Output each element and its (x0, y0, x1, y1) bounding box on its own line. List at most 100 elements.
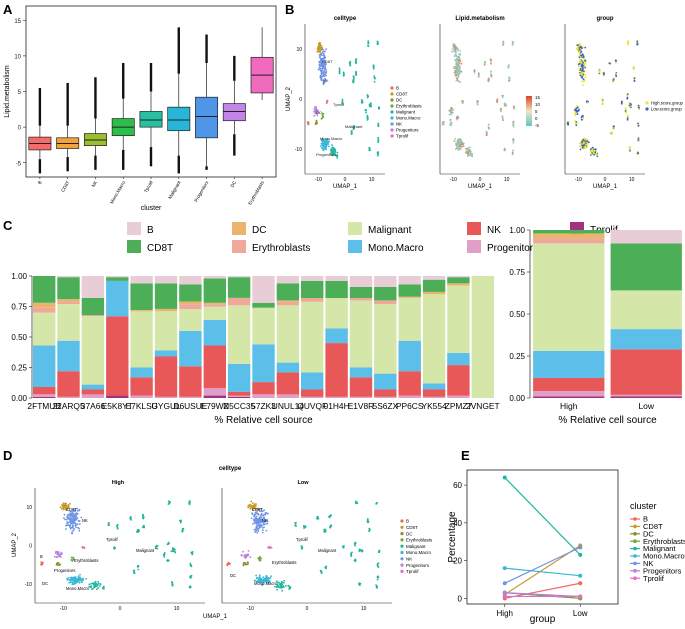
facet-low-point (262, 529, 264, 532)
facet-low-point (263, 580, 266, 583)
group-point (585, 141, 587, 143)
facet-low-point (260, 516, 263, 519)
lipid-point (454, 70, 456, 72)
umap-annotation: Tprolif (296, 537, 308, 542)
facet-low-point (255, 508, 258, 510)
facet-high-point (133, 572, 136, 574)
facet-high-point (60, 556, 62, 558)
facet-high-point (41, 563, 43, 566)
facet-high-point (142, 525, 145, 528)
facet-low-point (266, 520, 269, 523)
facet-high-point (70, 556, 73, 559)
facet-high-point (80, 516, 83, 519)
lipid-point (512, 139, 515, 142)
bar-segment-Tprolif (33, 396, 56, 398)
lipid-point (459, 143, 462, 146)
legend-swatch-B (127, 222, 141, 235)
bar-segment-Progenitors (57, 396, 80, 398)
facet-high-point (66, 522, 68, 525)
celltype-point (322, 81, 325, 84)
group-point (579, 44, 582, 47)
bar-segment-Mono.Macro (179, 330, 202, 367)
x-tick-label: High (497, 609, 513, 618)
facet-low-point (377, 575, 379, 578)
lipid-point (460, 145, 462, 148)
bar-segment-B (179, 276, 202, 285)
bar-segment-Malignant (301, 301, 324, 373)
facet-low-point (355, 502, 357, 505)
stacked-bar-panels: BDCMalignantNKTprolifCD8TErythroblastsMo… (11, 222, 682, 426)
x-tick-label: ZPMZ7 (445, 401, 473, 411)
facet-high-point (66, 578, 68, 580)
x-tick-label: Progenitors (193, 179, 209, 202)
group-point (620, 101, 623, 104)
facet-high-point (74, 509, 77, 511)
facet-high-point (188, 500, 191, 502)
lipid-point (467, 152, 470, 155)
bar-segment-DC (533, 233, 605, 239)
bar-segment-Erythroblasts (227, 298, 251, 306)
facet-low-point (361, 549, 363, 552)
bar-segment-NK (325, 343, 348, 397)
facet-high-point (67, 524, 70, 526)
celltype-point (324, 61, 327, 63)
x-tick-label: -10 (60, 606, 67, 612)
facet-low-point (281, 589, 283, 592)
celltype-point (373, 80, 376, 83)
lipid-point (456, 61, 459, 64)
x-tick-label: NK (91, 179, 99, 188)
facet-low-point (265, 529, 268, 532)
celltype-point (323, 50, 326, 53)
x-tick-label: Low (638, 401, 654, 411)
bar-segment-Erythroblasts (349, 298, 373, 301)
legend-swatch (633, 576, 637, 580)
y-tick-label: 20 (453, 557, 462, 566)
lipid-point (448, 113, 451, 116)
group-point (580, 65, 583, 68)
colorbar (526, 96, 532, 126)
facet-high-point (75, 526, 77, 528)
x-tick-label: 2FTMUB (27, 401, 61, 411)
legend-swatch (390, 98, 394, 102)
group-point (578, 56, 581, 59)
group-point (612, 79, 615, 81)
lipid-point (460, 62, 463, 65)
lipid-point (452, 109, 455, 111)
panel-label-a: A (3, 2, 13, 17)
lipid-point (473, 69, 476, 72)
bar-segment-B (610, 230, 682, 244)
celltype-point (321, 54, 323, 57)
facet-low-point (354, 544, 357, 547)
legend-swatch-Progenitors (467, 240, 481, 253)
series-line-B (504, 582, 581, 599)
umap-annotation: B (40, 554, 43, 559)
facet-low-point (241, 554, 243, 556)
group-point (578, 63, 581, 65)
y-tick-label: 40 (453, 519, 462, 528)
facet-high-point (58, 554, 61, 557)
celltype-point (368, 148, 371, 151)
group-point (580, 46, 583, 49)
umap-area (35, 488, 205, 603)
facet-low-point (354, 542, 357, 544)
lipid-point (470, 150, 472, 153)
lipid-point (450, 112, 452, 115)
facet-low-point (257, 557, 260, 560)
bar-segment-NK (154, 356, 178, 397)
facet-high-point (75, 579, 77, 582)
group-point (584, 46, 587, 49)
group-point (582, 67, 584, 70)
group-point (578, 108, 580, 111)
group-point (581, 69, 584, 72)
facet-high-point (68, 578, 71, 581)
group-point (636, 43, 639, 46)
facet-low-point (375, 584, 377, 586)
y-tick-label: 0 (299, 97, 302, 103)
facet-low-point (270, 575, 272, 577)
facet-low-point (256, 577, 259, 580)
facet-low-point (264, 514, 266, 516)
celltype-point (322, 67, 324, 70)
lipid-point (449, 124, 452, 127)
bar-segment-NK (374, 389, 397, 397)
celltype-point (319, 75, 322, 78)
